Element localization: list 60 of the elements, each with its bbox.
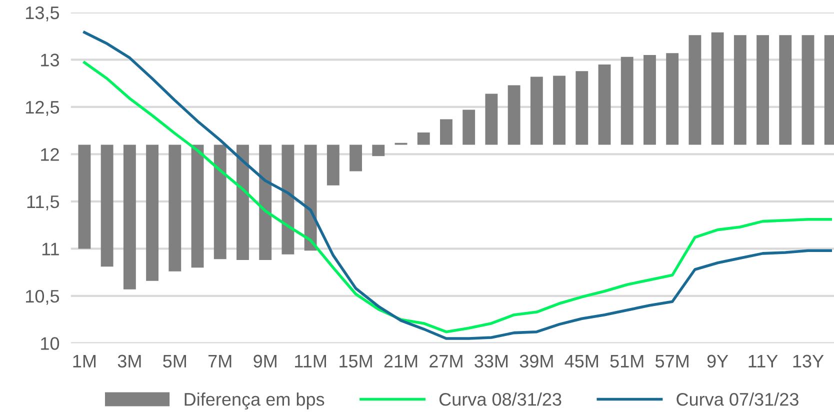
x-tick-label: 57M [655,354,688,368]
bar [78,144,91,249]
bar [191,144,204,268]
bar [123,144,136,290]
x-tick-label: 27M [430,354,462,368]
bar [350,144,362,172]
y-tick-label: 11,5 [27,196,60,210]
bar [644,55,656,145]
bar [100,144,114,267]
x-tick-label: 5M [163,354,186,368]
bar [734,35,746,145]
bar [802,35,814,145]
x-tick-label: 21M [384,354,418,368]
x-tick-label: 39M [520,354,553,368]
x-tick-label: 9Y [707,354,728,368]
bar [168,144,182,272]
bar [236,144,249,260]
bar [779,35,792,145]
x-tick-label: 45M [564,354,598,368]
bar [485,94,498,145]
x-tick-label: 11Y [748,354,778,368]
x-tick-label: 13Y [793,354,824,368]
x-tick-label: 3M [118,354,141,368]
x-tick-label: 9M [254,354,276,368]
bar [711,32,724,145]
bar [756,35,769,145]
x-tick-label: 7M [208,354,232,368]
bar [417,132,430,145]
bar [259,144,272,260]
bar [508,85,520,145]
bar [688,35,702,145]
bar [576,71,588,145]
bar [666,53,679,145]
y-tick-label: 12,5 [26,100,60,116]
x-tick-label: 15M [340,354,372,368]
x-tick-label: 33M [474,354,508,368]
legend-label: Diferença em bps [184,392,324,410]
bar [214,144,226,260]
legend-label: Curva 08/31/23 [439,392,562,406]
legend-label: Curva 07/31/23 [676,392,798,406]
y-tick-label: 13 [41,54,59,66]
bar [440,119,452,145]
x-tick-label: 51M [610,354,644,368]
x-tick-label: 1M [73,354,96,368]
bar [372,144,385,156]
bar [304,144,317,251]
y-tick-label: 11 [42,242,59,256]
bar [462,110,476,145]
bar [620,56,634,145]
y-tick-label: 12 [41,148,59,161]
x-tick-label: 11M [295,354,326,368]
bar [282,144,294,254]
y-tick-label: 10,5 [26,290,60,305]
bar [598,64,611,145]
bar [553,76,566,145]
y-tick-label: 13,5 [26,6,60,22]
bar [326,144,340,186]
bar [530,76,543,145]
bar [146,144,159,281]
y-tick-label: 10 [41,337,60,350]
